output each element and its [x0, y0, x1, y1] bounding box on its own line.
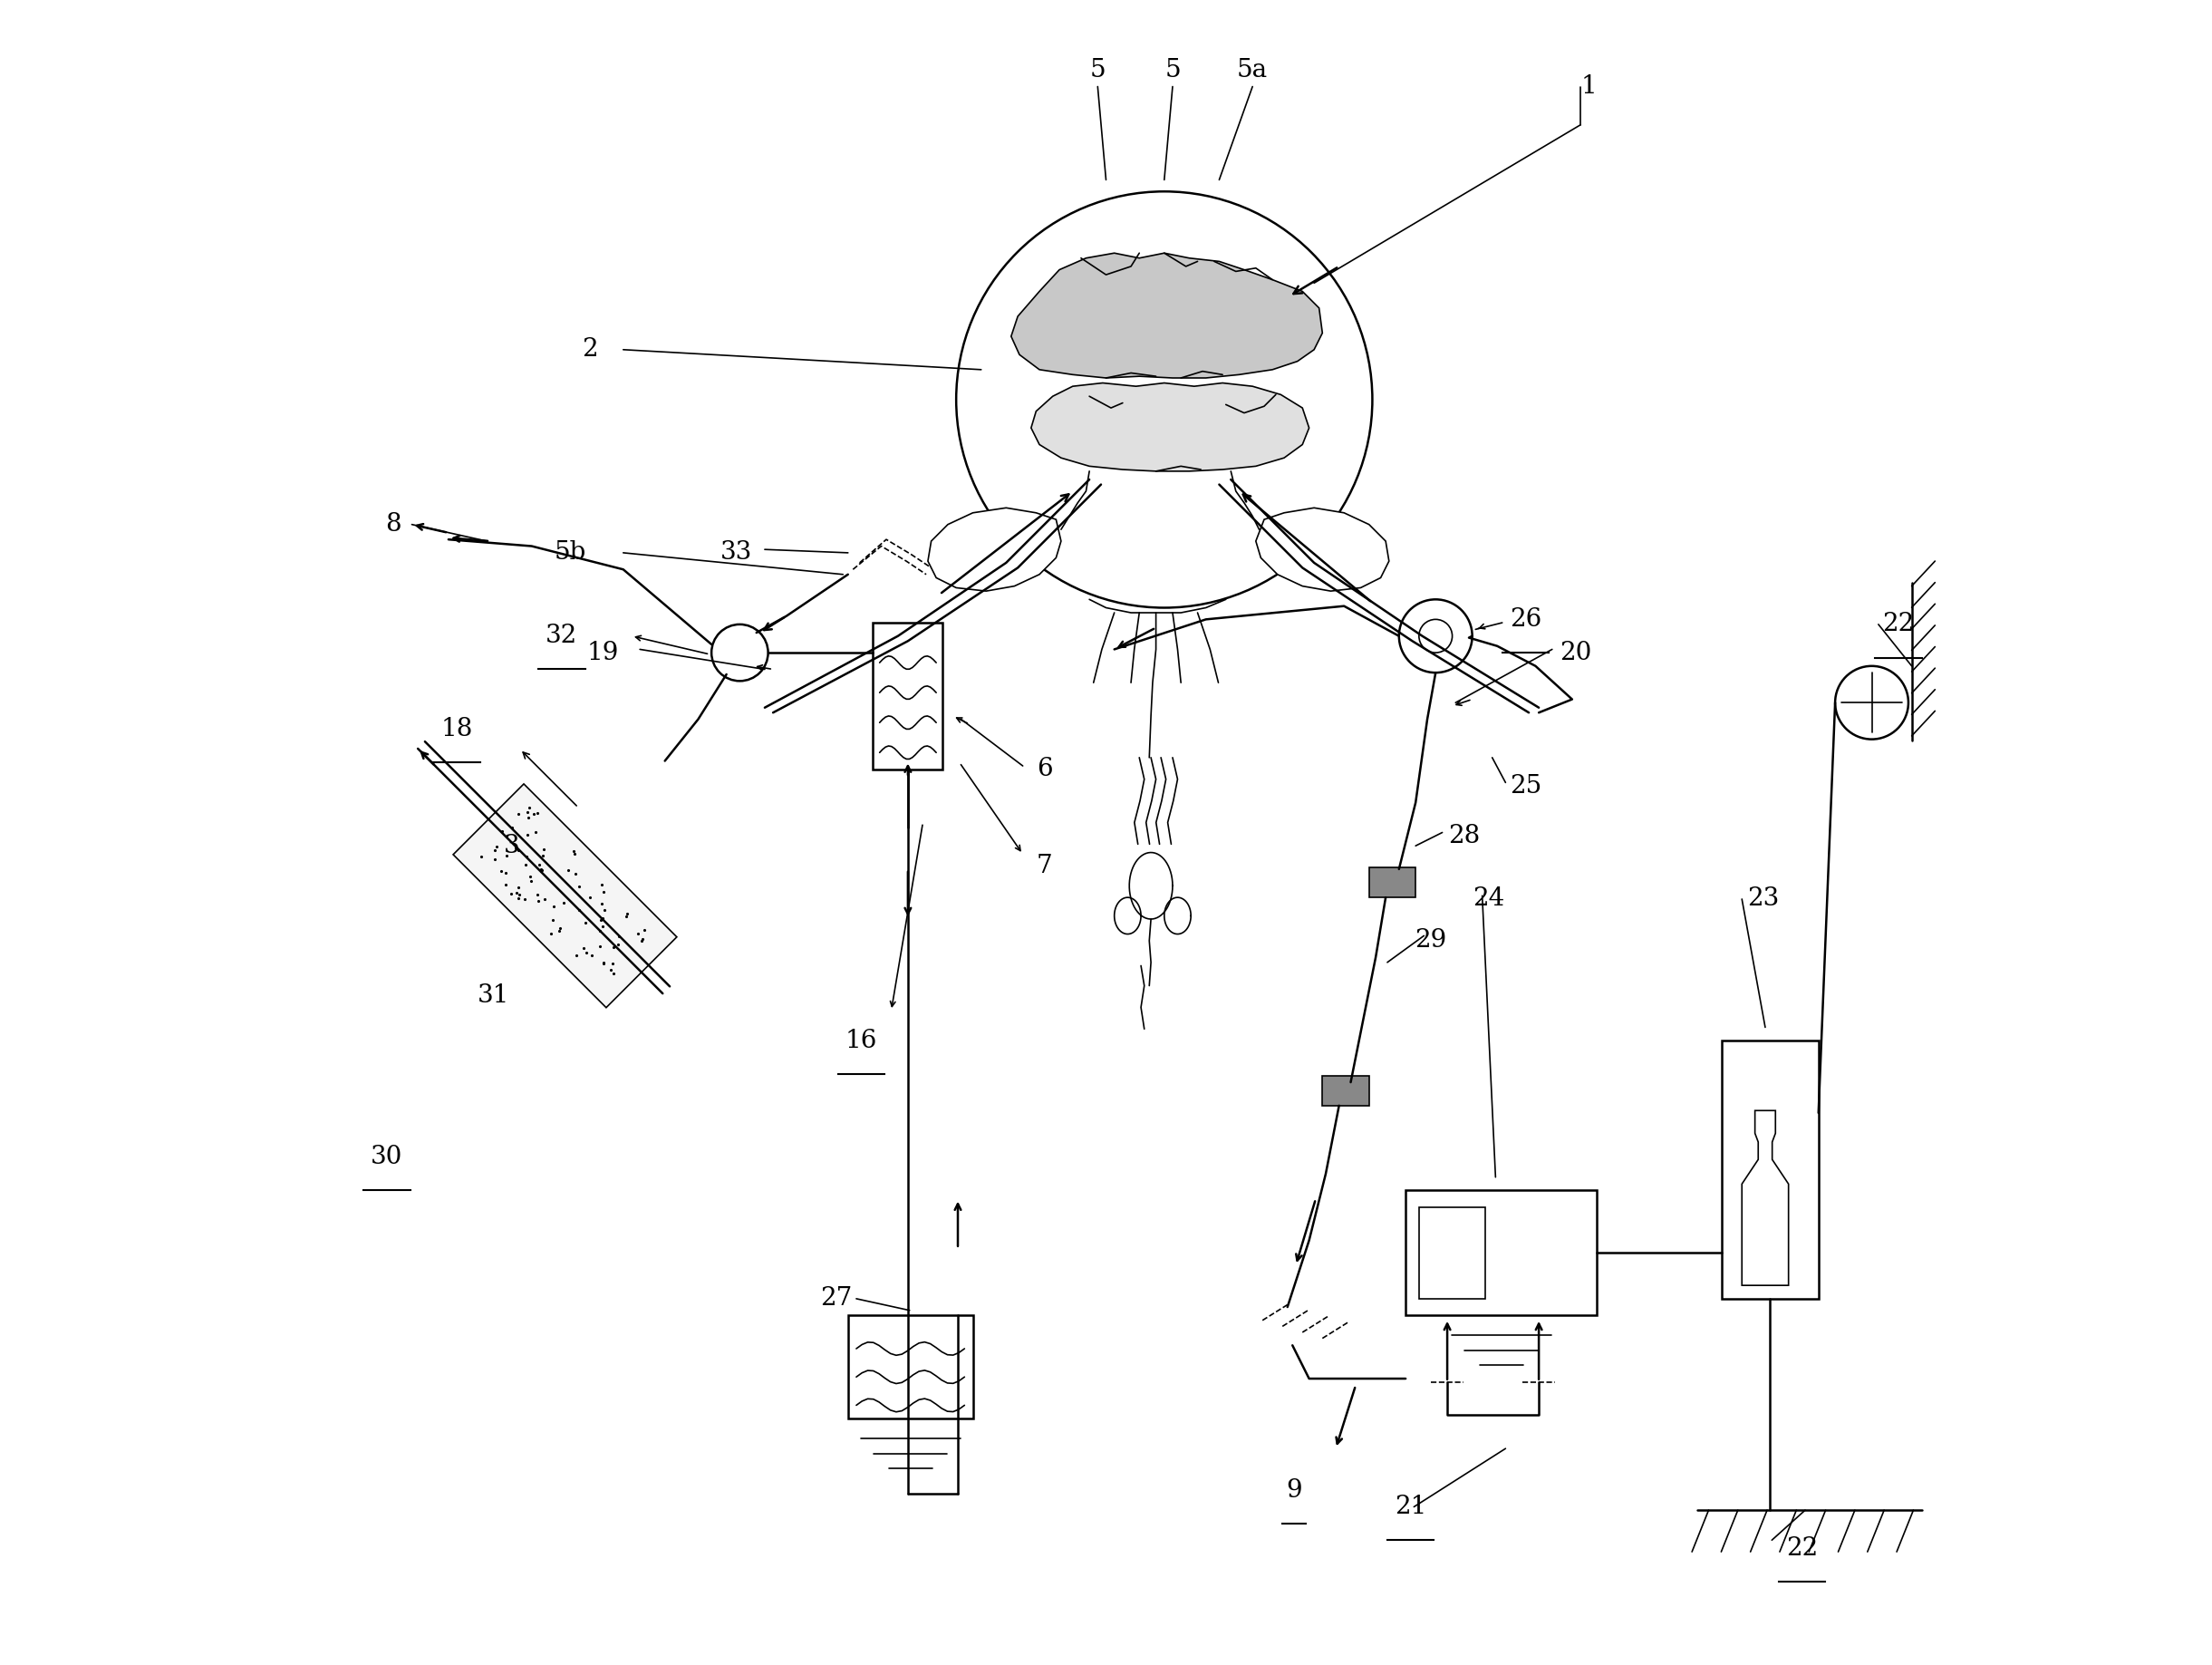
Text: 8: 8: [385, 513, 403, 536]
Bar: [874, 623, 942, 769]
Polygon shape: [1011, 253, 1323, 378]
Text: 21: 21: [1394, 1495, 1427, 1518]
Bar: [1405, 1190, 1597, 1315]
Text: 23: 23: [1747, 887, 1778, 911]
Text: 28: 28: [1449, 824, 1480, 847]
Text: 19: 19: [586, 641, 619, 664]
Text: 5b: 5b: [553, 541, 586, 564]
Polygon shape: [1256, 508, 1389, 591]
Polygon shape: [1031, 383, 1310, 471]
Text: 18: 18: [440, 718, 473, 741]
Text: 27: 27: [821, 1287, 852, 1310]
Text: 2: 2: [582, 338, 597, 361]
Circle shape: [712, 624, 768, 681]
Bar: [1369, 867, 1416, 897]
Circle shape: [1398, 599, 1473, 673]
Circle shape: [1836, 666, 1909, 739]
Text: 26: 26: [1509, 608, 1542, 631]
Text: 20: 20: [1559, 641, 1590, 664]
Text: 25: 25: [1509, 774, 1542, 798]
Text: 9: 9: [1285, 1479, 1303, 1502]
Text: 32: 32: [546, 624, 577, 648]
Text: 5: 5: [1164, 58, 1181, 82]
Text: 24: 24: [1473, 887, 1504, 911]
Text: 30: 30: [372, 1146, 403, 1169]
Bar: [1323, 1076, 1369, 1106]
Text: 5a: 5a: [1237, 58, 1267, 82]
Bar: [1721, 1041, 1818, 1299]
Text: 5: 5: [1091, 58, 1106, 82]
Text: 16: 16: [845, 1029, 878, 1052]
Text: 29: 29: [1416, 929, 1447, 952]
Text: 3: 3: [504, 834, 520, 857]
Text: 22: 22: [1882, 613, 1913, 636]
Text: 22: 22: [1785, 1537, 1818, 1560]
Bar: [847, 1315, 973, 1419]
Bar: [1418, 1207, 1486, 1299]
Text: 31: 31: [478, 984, 509, 1007]
Polygon shape: [927, 508, 1062, 591]
Polygon shape: [453, 784, 677, 1007]
Text: 6: 6: [1037, 758, 1053, 781]
Text: 1: 1: [1582, 75, 1597, 98]
Text: 7: 7: [1037, 854, 1053, 877]
Text: 33: 33: [721, 541, 752, 564]
